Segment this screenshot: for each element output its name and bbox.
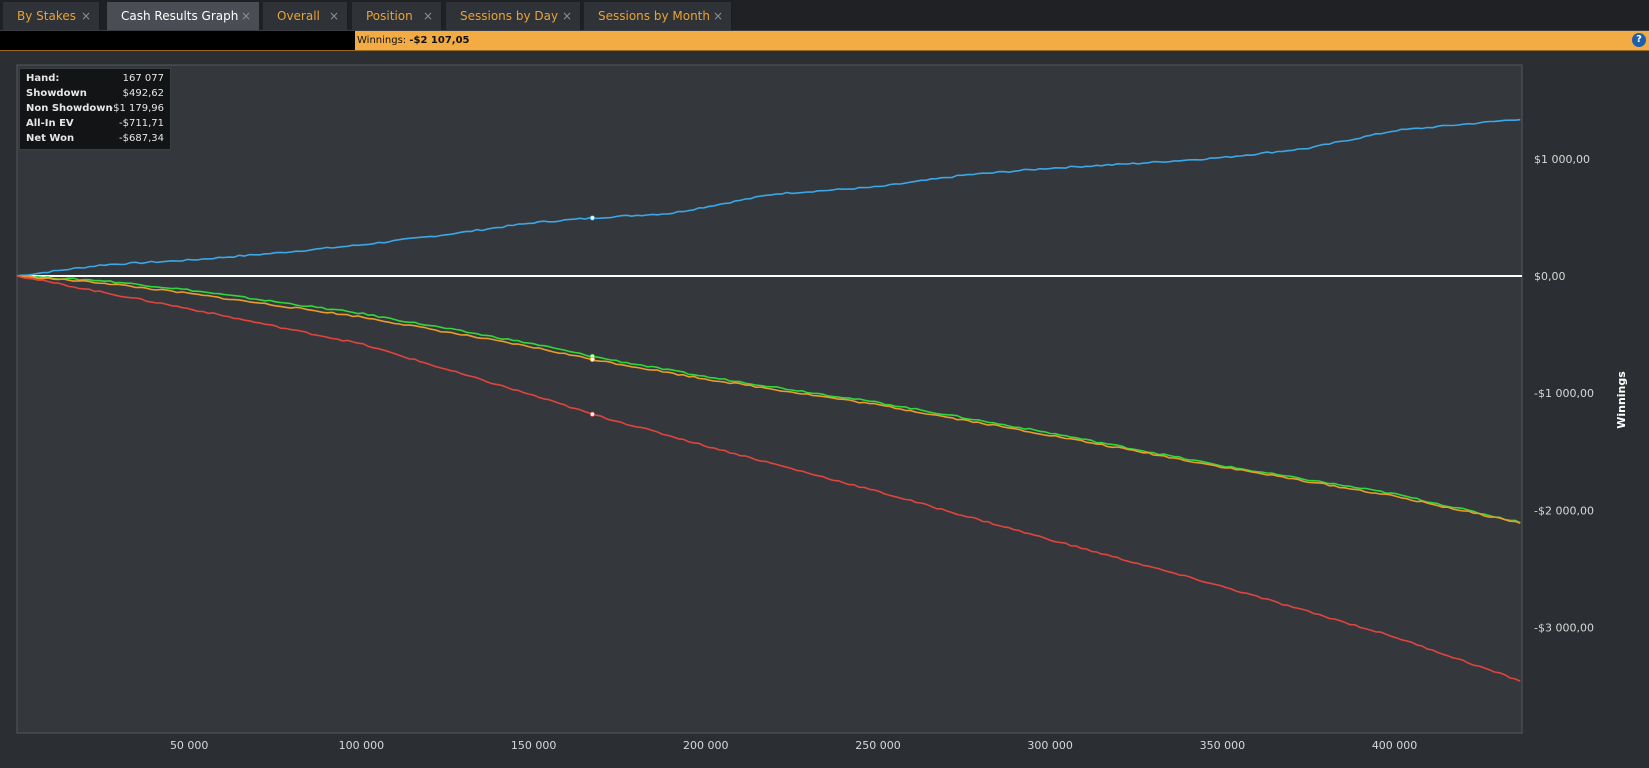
x-tick-label: 200 000 [683,739,729,752]
tab-position[interactable]: Position × [352,2,442,30]
stat-value: -$1 179,96 [109,103,164,114]
x-tick-label: 100 000 [339,739,385,752]
hover-point-showdown [589,215,596,221]
close-icon[interactable]: × [328,9,339,23]
y-axis-label: Winnings [1615,371,1628,429]
y-tick-label: $0,00 [1534,270,1566,283]
close-icon[interactable]: × [422,9,433,23]
cash-results-chart: 50 000 100 000 150 000 200 000 250 000 300 00… [16,64,1628,752]
stat-key: Net Won [26,133,75,144]
stat-key: Non Showdown [26,103,113,114]
series-line-showdown [16,118,1521,277]
tab-label: Position [366,9,413,23]
stat-value: 167 077 [122,73,164,84]
x-axis: 50 000 100 000 150 000 200 000 250 000 300 00… [170,739,1417,752]
winnings-summary: Winnings: -$2 107,05 [357,31,470,50]
y-tick-label: -$2 000,00 [1534,504,1594,517]
help-icon[interactable]: ? [1632,33,1646,47]
stat-row-all-in-ev: All-In EV -$711,71 [26,116,164,131]
x-tick-label: 50 000 [170,739,209,752]
y-tick-label: -$3 000,00 [1534,622,1594,635]
close-icon[interactable]: × [712,9,723,23]
stats-tooltip: Hand: 167 077 Showdown $492,62 Non Showd… [19,68,171,150]
tab-label: Overall [277,9,320,23]
tab-by-stakes[interactable]: By Stakes × [3,2,100,30]
stat-row-hand: Hand: 167 077 [26,71,164,86]
x-tick-label: 400 000 [1372,739,1418,752]
y-axis: $1 000,00 $0,00 -$1 000,00 -$2 000,00 -$3 00… [1534,153,1594,635]
hover-point-non_showdown [589,411,596,417]
stat-key: Hand: [26,73,60,84]
y-tick-label: $1 000,00 [1534,153,1590,166]
winnings-value: -$2 107,05 [409,35,470,46]
stat-row-non-showdown: Non Showdown -$1 179,96 [26,101,164,116]
stat-row-net-won: Net Won -$687,34 [26,131,164,146]
tab-label: By Stakes [17,9,76,23]
tab-label: Sessions by Day [460,9,559,23]
winnings-label: Winnings: [357,35,407,46]
x-tick-label: 350 000 [1200,739,1246,752]
stat-key: All-In EV [26,118,74,129]
close-icon[interactable]: × [561,9,572,23]
series-line-net_won [16,275,1521,524]
stat-value: -$711,71 [119,118,164,129]
stat-value: -$687,34 [119,133,164,144]
close-icon[interactable]: × [240,9,251,23]
series-line-all_in_ev [16,275,1521,525]
x-tick-label: 150 000 [511,739,557,752]
winnings-bar: Winnings: -$2 107,05 ? [0,31,1649,51]
x-tick-label: 250 000 [855,739,901,752]
tab-sessions-by-month[interactable]: Sessions by Month × [584,2,732,30]
hover-point-all_in_ev [589,356,596,362]
stat-value: $492,62 [122,88,164,99]
tab-bar: By Stakes × Cash Results Graph × Overall… [0,0,1649,31]
y-tick-label: -$1 000,00 [1534,387,1594,400]
tab-sessions-by-day[interactable]: Sessions by Day × [446,2,581,30]
x-tick-label: 300 000 [1027,739,1073,752]
plot-border [16,64,1523,734]
tab-overall[interactable]: Overall × [263,2,348,30]
close-icon[interactable]: × [80,9,91,23]
tab-label: Cash Results Graph [121,9,239,23]
tab-label: Sessions by Month [598,9,710,23]
stat-row-showdown: Showdown $492,62 [26,86,164,101]
filter-box [0,31,355,50]
stat-key: Showdown [26,88,87,99]
series-line-non_showdown [16,275,1521,682]
tab-cash-results-graph[interactable]: Cash Results Graph × [107,2,260,30]
series-layer [16,118,1521,682]
